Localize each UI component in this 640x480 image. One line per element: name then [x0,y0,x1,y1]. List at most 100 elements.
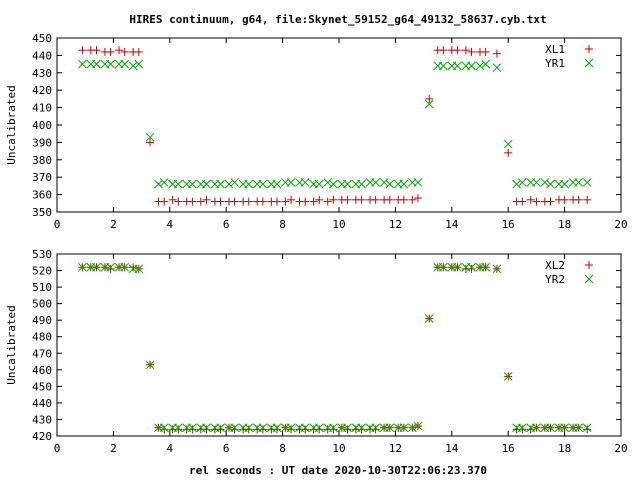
data-point [517,178,527,187]
data-point [188,197,197,206]
data-point [546,197,555,206]
data-point [272,423,282,433]
data-point [503,372,513,381]
data-point [134,264,144,274]
data-point [258,197,267,206]
data-point [532,178,541,187]
data-point [574,178,584,187]
data-point [300,178,310,187]
data-point [413,421,423,431]
y-tick-label: 450 [32,380,52,393]
data-point [106,59,115,69]
data-point [300,423,310,433]
data-point [399,179,409,189]
data-point [224,179,234,189]
y-tick-label: 460 [32,364,52,377]
data-point [188,423,197,433]
data-point [120,47,129,56]
data-point [560,423,569,433]
data-point [154,179,163,189]
x-tick-label: 14 [445,442,459,455]
y-tick-label: 390 [32,136,52,149]
data-point [492,63,502,72]
data-point [244,179,254,189]
plot-frame [56,37,622,213]
data-point [323,178,333,187]
data-point [453,262,462,272]
data-point [145,360,155,370]
data-point [583,195,592,204]
data-point [583,425,592,434]
data-point [385,195,394,204]
y-tick-label: 430 [32,67,52,80]
data-point [287,195,296,204]
data-point [202,425,211,434]
data-point [475,61,485,71]
data-point [315,425,324,434]
data-point [78,262,87,272]
data-point [438,262,448,272]
x-tick-label: 8 [279,218,286,231]
data-point [357,425,366,434]
data-point [134,59,144,69]
data-point [481,262,490,272]
data-point [272,179,282,189]
legend-label: XL2 [545,259,565,272]
data-point [216,425,225,434]
data-point [385,423,395,433]
data-point [202,195,211,204]
data-point [408,195,417,204]
y-tick-label: 360 [32,189,52,202]
data-point [399,195,408,204]
data-point [582,423,592,433]
data-point [323,197,332,206]
y-tick-label: 370 [32,171,52,184]
x-tick-label: 12 [389,442,402,455]
data-point [230,423,240,433]
data-point [532,423,541,433]
data-point [168,195,177,204]
data-point [518,425,527,434]
data-point [173,423,183,433]
data-point [371,425,380,434]
x-tick-label: 20 [614,218,627,231]
data-point [526,425,535,434]
data-point [202,179,211,189]
data-point [453,61,462,71]
data-point [425,94,434,103]
y-tick-label: 350 [32,206,52,219]
y-tick-label: 440 [32,49,52,62]
data-point [188,425,197,434]
data-point [159,423,169,433]
data-point [216,197,225,206]
y-tick-label: 430 [32,413,52,426]
data-point [287,425,296,434]
x-tick-label: 16 [502,218,515,231]
data-point [272,425,281,434]
data-point [314,179,324,189]
data-point [582,178,592,187]
data-point [399,423,409,433]
data-point [413,178,423,187]
data-point [439,46,448,55]
data-point [467,264,476,273]
series-yr1 [78,59,592,189]
data-point [134,47,143,56]
data-point [371,195,380,204]
data-point [78,59,87,69]
data-point [258,423,268,433]
y-tick-label: 510 [32,281,52,294]
data-point [357,179,366,189]
data-point [329,423,338,433]
data-point [301,425,310,434]
legend-label: XL1 [545,43,565,56]
data-point [518,197,527,206]
data-point [146,138,155,147]
data-point [492,49,501,58]
data-point [272,197,281,206]
y-tick-label: 400 [32,119,52,132]
data-point [281,197,290,206]
data-point [379,178,389,187]
data-point [106,47,115,56]
data-point [560,179,569,189]
